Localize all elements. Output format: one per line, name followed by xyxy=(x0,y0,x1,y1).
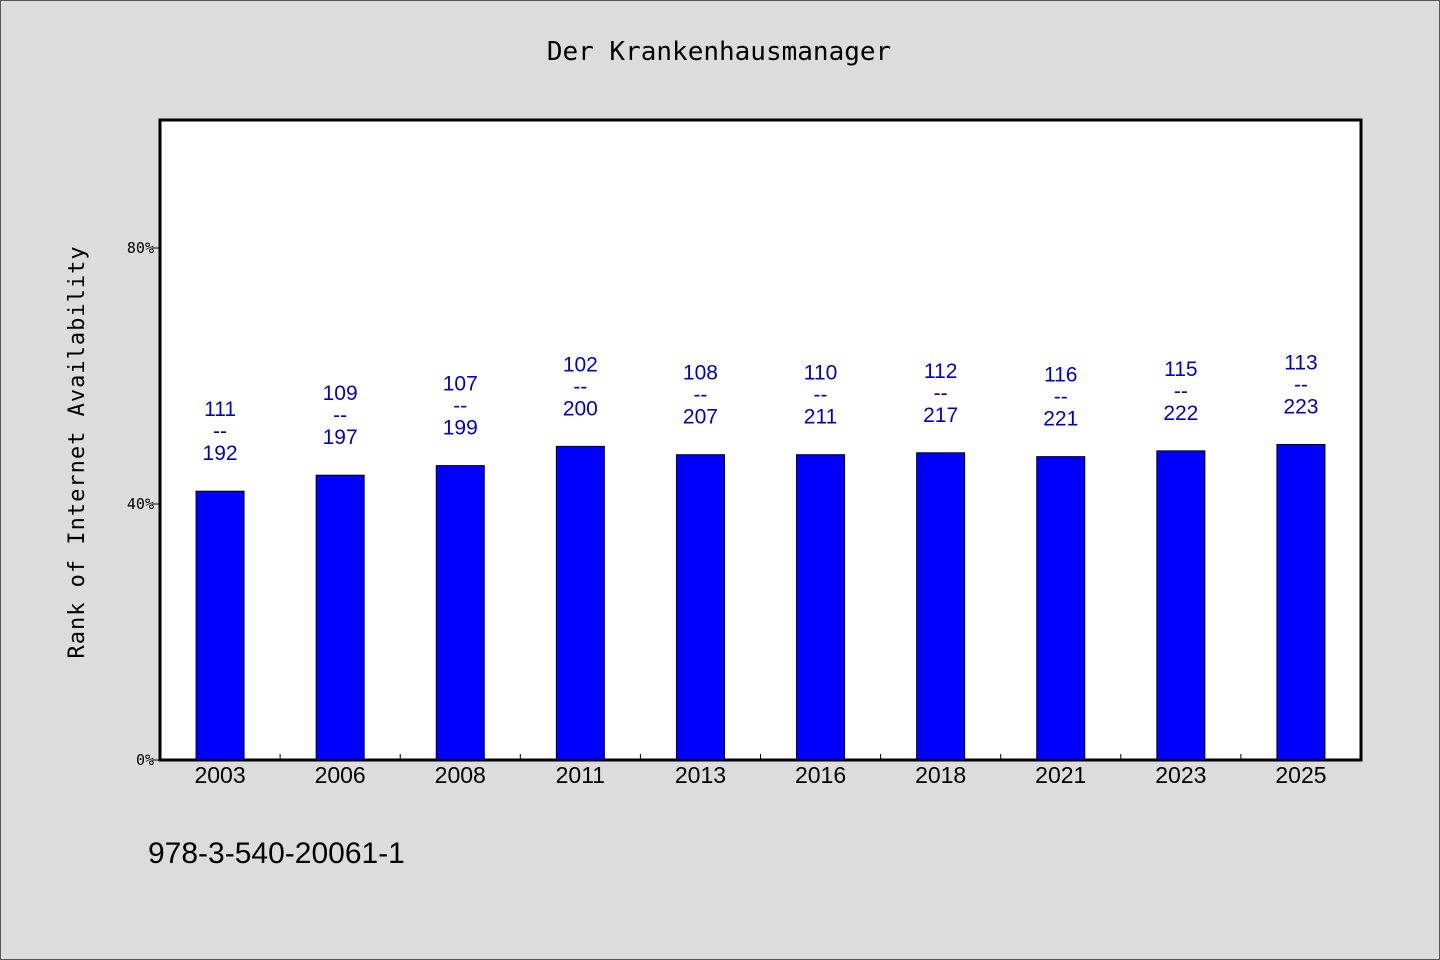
data-label-bottom: 207 xyxy=(683,406,718,429)
data-label-sep: -- xyxy=(213,420,227,443)
chart-title: Der Krankenhausmanager xyxy=(547,37,891,67)
data-label-bottom: 199 xyxy=(443,417,478,440)
data-label-sep: -- xyxy=(333,404,347,427)
x-tick-label: 2011 xyxy=(556,762,605,788)
data-label-bottom: 211 xyxy=(804,406,837,429)
x-tick-label: 2013 xyxy=(675,762,726,788)
x-axis-ticks: 2003 2006 2008 2011 2013 2016 2018 2021 2023 2025 xyxy=(194,754,1327,788)
data-labels: 111--192109--197107--199102--200108--207… xyxy=(203,351,1319,465)
x-tick-label: 2023 xyxy=(1155,762,1206,788)
bar-2016 xyxy=(796,454,846,761)
data-label-bottom: 192 xyxy=(203,442,238,465)
data-label-bottom: 221 xyxy=(1043,408,1078,431)
data-label-top: 109 xyxy=(323,382,358,405)
data-label-sep: -- xyxy=(693,384,707,407)
bar-2025 xyxy=(1276,443,1326,761)
data-label-top: 111 xyxy=(204,398,236,421)
data-label-bottom: 223 xyxy=(1283,395,1318,418)
y-tick-label: 80% xyxy=(127,239,154,257)
bar-2003 xyxy=(195,490,245,761)
data-label-top: 116 xyxy=(1044,364,1077,387)
data-label-top: 107 xyxy=(443,373,478,396)
data-label-bottom: 200 xyxy=(563,397,598,420)
x-tick-label: 2021 xyxy=(1035,762,1086,788)
data-label-top: 113 xyxy=(1284,351,1317,374)
data-label-bottom: 197 xyxy=(323,426,358,449)
x-tick-label: 2006 xyxy=(315,762,366,788)
x-tick-label: 2016 xyxy=(795,762,846,788)
y-tick-label: 0% xyxy=(136,751,154,769)
bar-2023 xyxy=(1156,450,1206,761)
data-label-top: 115 xyxy=(1164,358,1197,381)
bars xyxy=(195,443,1326,761)
y-axis-label: Rank of Internet Availability xyxy=(65,245,90,658)
footer-isbn: 978-3-540-20061-1 xyxy=(148,837,405,870)
bar-2013 xyxy=(675,454,725,761)
bar-2008 xyxy=(435,465,485,761)
data-label-sep: -- xyxy=(573,375,587,398)
y-tick-label: 40% xyxy=(127,495,154,513)
y-axis-ticks: 0% 40% 80% xyxy=(127,239,160,769)
data-label-top: 102 xyxy=(563,353,598,376)
data-label-sep: -- xyxy=(1294,373,1308,396)
bar-2021 xyxy=(1036,456,1086,761)
data-label-bottom: 217 xyxy=(923,404,958,427)
bar-2018 xyxy=(916,452,966,761)
data-label-top: 108 xyxy=(683,362,718,385)
x-tick-label: 2018 xyxy=(915,762,966,788)
bar-2011 xyxy=(555,445,605,761)
data-label-sep: -- xyxy=(1054,386,1068,409)
data-label-bottom: 222 xyxy=(1163,402,1198,425)
data-label-sep: -- xyxy=(453,395,467,418)
x-tick-label: 2025 xyxy=(1275,762,1326,788)
data-label-top: 110 xyxy=(804,362,837,385)
data-label-top: 112 xyxy=(924,360,957,383)
data-label-sep: -- xyxy=(814,384,828,407)
x-tick-label: 2003 xyxy=(194,762,245,788)
data-label-sep: -- xyxy=(1174,380,1188,403)
bar-2006 xyxy=(315,474,365,761)
data-label-sep: -- xyxy=(934,382,948,405)
x-tick-label: 2008 xyxy=(435,762,486,788)
